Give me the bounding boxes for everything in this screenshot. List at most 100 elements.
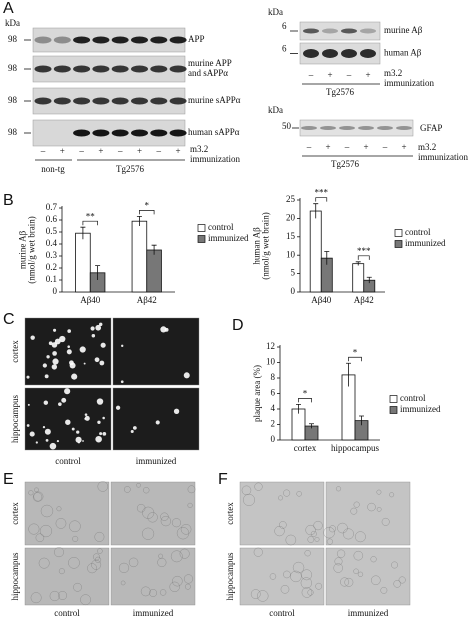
texture [381, 517, 390, 526]
band [53, 36, 71, 44]
row-label: hippocampus [10, 395, 20, 443]
significance-label: * [303, 388, 308, 398]
blot-label: murine sAPPα [188, 95, 241, 105]
band [169, 36, 187, 44]
lane-sign: – [346, 70, 352, 80]
texture [307, 589, 314, 596]
treatment-label: immunization [190, 154, 240, 164]
significance-bracket [82, 220, 98, 226]
texture [67, 345, 70, 348]
texture [44, 374, 49, 379]
band [111, 97, 129, 105]
blot-label: GFAP [420, 123, 442, 133]
texture [30, 335, 35, 340]
band [322, 49, 338, 58]
y-tick-label: 15 [286, 231, 296, 241]
band [322, 28, 338, 34]
y-tick-label: 0.2 [46, 262, 57, 272]
texture [130, 429, 134, 434]
texture [72, 535, 79, 542]
texture [40, 504, 54, 518]
blot [299, 119, 414, 137]
texture [367, 502, 376, 512]
texture [123, 486, 131, 493]
legend-swatch [197, 224, 206, 232]
texture [140, 586, 151, 597]
band [34, 65, 52, 73]
column-label: immunized [136, 456, 177, 466]
marker-label: 6 [282, 44, 287, 54]
marker-label: 98 [8, 95, 18, 105]
texture [340, 577, 350, 587]
texture [350, 507, 358, 515]
texture [376, 506, 382, 512]
y-tick-label: 0 [53, 286, 58, 296]
texture [307, 536, 315, 543]
texture [315, 582, 323, 590]
legend-label: immunized [400, 404, 441, 414]
texture [61, 397, 67, 403]
band [92, 36, 110, 44]
lane-sign: + [137, 146, 142, 156]
lane-sign: + [363, 142, 368, 152]
texture [102, 416, 105, 420]
micrograph [112, 387, 200, 451]
band [341, 28, 357, 34]
y-tick-label: 0 [271, 434, 276, 444]
texture [337, 522, 348, 534]
texture [76, 430, 80, 434]
texture [183, 372, 190, 379]
texture [250, 589, 261, 599]
y-axis-label: (nmol/g wet brain) [261, 212, 271, 279]
band [339, 126, 355, 130]
error-bar [366, 276, 372, 284]
y-tick-label: 12 [266, 341, 275, 351]
texture [187, 502, 193, 508]
texture [48, 341, 53, 346]
legend-label: control [208, 222, 234, 232]
texture [75, 436, 82, 443]
marker-label: 50 [282, 121, 292, 131]
band [150, 129, 168, 137]
lane-sign: + [60, 146, 65, 156]
y-tick-label: 2 [271, 419, 276, 429]
texture [83, 362, 86, 365]
group-label: Tg2576 [116, 164, 144, 174]
blot-label: APP [188, 34, 205, 44]
column-label: control [55, 456, 81, 466]
texture [170, 550, 183, 563]
texture [128, 557, 139, 568]
texture [326, 538, 333, 545]
column-label: immunized [133, 608, 174, 618]
texture [371, 575, 381, 586]
texture [376, 489, 382, 495]
band [131, 36, 148, 44]
y-tick-label: 0.5 [46, 226, 58, 236]
significance-label: *** [357, 246, 371, 256]
lane-sign: – [40, 146, 46, 156]
band [303, 49, 319, 58]
texture [44, 428, 51, 435]
column-label: immunized [348, 608, 389, 618]
band [396, 126, 412, 130]
band [150, 97, 168, 105]
band [131, 97, 148, 105]
band [377, 126, 393, 130]
texture [323, 526, 335, 539]
band [360, 49, 376, 58]
texture [53, 328, 57, 332]
texture [301, 569, 313, 581]
texture [160, 326, 167, 333]
texture [147, 512, 158, 523]
texture [328, 525, 336, 533]
texture [155, 420, 160, 425]
micrograph [24, 481, 110, 546]
band [150, 36, 168, 44]
band [358, 126, 374, 130]
texture [169, 581, 180, 593]
blot-label: murine Aβ [384, 25, 423, 35]
x-tick-label: Aβ40 [311, 295, 332, 305]
texture [52, 358, 59, 365]
texture [58, 568, 65, 575]
texture [342, 528, 354, 540]
